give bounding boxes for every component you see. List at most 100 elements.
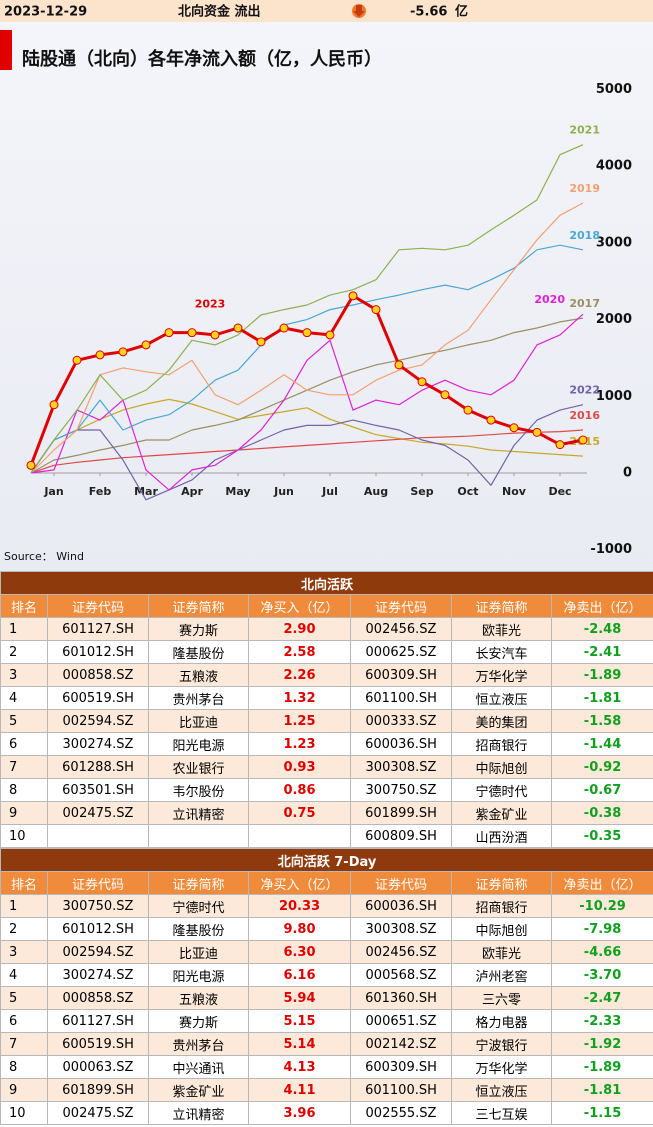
cell-code: 601899.SH [47,1078,149,1102]
x-tick-label: Nov [502,485,527,498]
cell-code: 600809.SH [350,824,452,848]
series-marker [325,330,335,340]
table-row: 4 300274.SZ 阳光电源 6.16 000568.SZ 泸州老窖 -3.70 [0,963,653,987]
cell-code: 300308.SZ [350,755,452,779]
cell-sell: -1.81 [550,686,653,710]
cell-code: 000625.SZ [350,640,452,664]
series-line [30,398,584,474]
header-cell: 证券代码 [350,594,452,618]
tables: 北向活跃 排名 证券代码 证券简称 净买入（亿） 证券代码 证券简称 净卖出（亿） 1 60112… [0,571,653,1125]
header-bar [0,0,653,22]
cell-code: 002142.SZ [350,1032,452,1056]
x-tick-label: Sep [410,485,433,498]
cell-name: 欧菲光 [451,617,552,641]
cell-name: 宁德时代 [148,894,249,918]
header-cell: 证券简称 [451,871,552,895]
series-marker [348,291,358,301]
x-tick-label: Dec [548,485,571,498]
series-label: 2022 [569,384,600,397]
cell-name: 山西汾酒 [451,824,552,848]
x-tick-label: Feb [89,485,112,498]
cell-code: 002475.SZ [47,1101,149,1125]
series-marker [26,460,36,470]
cell-name: 赛力斯 [148,1009,249,1033]
cell-code: 600309.SH [350,663,452,687]
down-arrow-icon [352,4,366,18]
cell-sell: -1.58 [550,709,653,733]
cell-code: 300750.SZ [47,894,149,918]
cell-rank: 10 [0,824,48,848]
header-cell: 证券代码 [350,871,452,895]
cell-name: 韦尔股份 [148,778,249,802]
cell-name: 三七互娱 [451,1101,552,1125]
header-cell: 净买入（亿） [248,871,351,895]
cell-sell: -0.92 [550,755,653,779]
table-row: 2 601012.SH 隆基股份 2.58 000625.SZ 长安汽车 -2.41 [0,640,653,664]
series-marker [72,355,82,365]
cell-name: 美的集团 [451,709,552,733]
cell-name: 阳光电源 [148,963,249,987]
cell-code: 002456.SZ [350,617,452,641]
header-cell: 证券简称 [148,594,249,618]
cell-buy: 1.32 [248,686,351,710]
cell-rank: 4 [0,963,48,987]
empty-cell [248,824,351,848]
table-row: 1 601127.SH 赛力斯 2.90 002456.SZ 欧菲光 -2.48 [0,617,653,641]
series-marker [256,337,266,347]
cell-sell: -0.67 [550,778,653,802]
data-table: 北向活跃 排名 证券代码 证券简称 净买入（亿） 证券代码 证券简称 净卖出（亿） 1 60112… [0,571,653,848]
cell-name: 隆基股份 [148,640,249,664]
cell-sell: -7.98 [550,917,653,941]
header-cell: 净卖出（亿） [550,594,653,618]
table-row: 3 002594.SZ 比亚迪 6.30 002456.SZ 欧菲光 -4.66 [0,940,653,964]
cell-name: 中际旭创 [451,755,552,779]
cell-code: 000333.SZ [350,709,452,733]
cell-name: 比亚迪 [148,709,249,733]
y-tick-label: -1000 [590,542,632,557]
cell-name: 比亚迪 [148,940,249,964]
cell-code: 601127.SH [47,617,149,641]
cell-buy: 5.94 [248,986,351,1010]
x-tick-label: Jul [321,485,338,498]
series-line [30,202,584,474]
series-marker [578,435,588,445]
cell-sell: -1.92 [550,1032,653,1056]
series-marker [555,440,565,450]
series-label: 2023 [195,298,226,311]
cell-sell: -1.89 [550,1055,653,1079]
table-row: 5 000858.SZ 五粮液 5.94 601360.SH 三六零 -2.47 [0,986,653,1010]
table-row: 6 601127.SH 赛力斯 5.15 000651.SZ 格力电器 -2.33 [0,1009,653,1033]
y-tick-label: 5000 [596,82,632,97]
cell-rank: 9 [0,1078,48,1102]
cell-sell: -0.35 [550,824,653,848]
series-marker [532,427,542,437]
cell-rank: 3 [0,940,48,964]
series-marker [486,415,496,425]
x-tick-label: Jan [43,485,63,498]
data-table: 北向活跃 7-Day 排名 证券代码 证券简称 净买入（亿） 证券代码 证券简称 净卖出（亿）… [0,848,653,1125]
series-marker [417,377,427,387]
header-unit: 亿 [455,4,468,20]
cell-code: 600519.SH [47,686,149,710]
cell-name: 赛力斯 [148,617,249,641]
cell-code: 002456.SZ [350,940,452,964]
series-label: 2017 [569,297,600,310]
table-header-row: 排名 证券代码 证券简称 净买入（亿） 证券代码 证券简称 净卖出（亿） [0,594,653,618]
cell-name: 阳光电源 [148,732,249,756]
cell-name: 格力电器 [451,1009,552,1033]
series-line [30,429,584,474]
cell-buy: 20.33 [248,894,351,918]
header-cell: 证券简称 [148,871,249,895]
cell-name: 紫金矿业 [451,801,552,825]
cell-buy: 2.90 [248,617,351,641]
cell-sell: -1.81 [550,1078,653,1102]
cell-sell: -3.70 [550,963,653,987]
series-marker [187,328,197,338]
header-cell: 净买入（亿） [248,594,351,618]
title-accent [0,30,12,70]
cell-code: 002594.SZ [47,709,149,733]
cell-rank: 5 [0,986,48,1010]
cell-sell: -1.89 [550,663,653,687]
cell-sell: -1.15 [550,1101,653,1125]
series-marker [509,423,519,433]
